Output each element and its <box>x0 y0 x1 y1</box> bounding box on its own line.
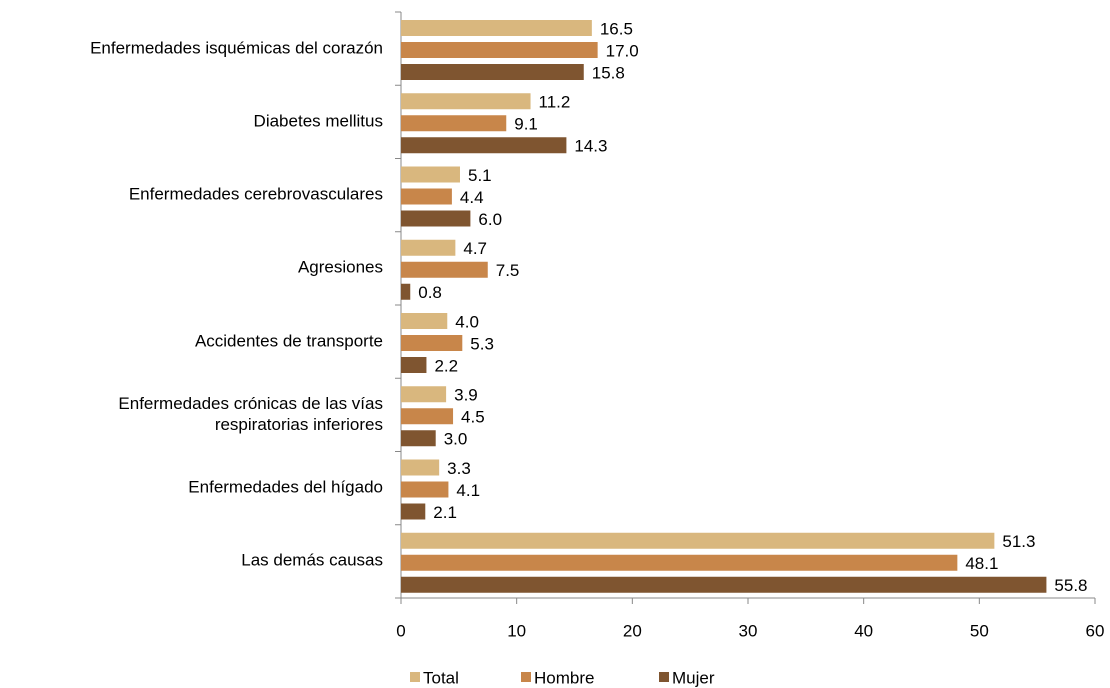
bar <box>401 283 411 300</box>
bar <box>401 408 454 425</box>
bar <box>401 576 1047 593</box>
value-label: 55.8 <box>1054 576 1087 595</box>
bar <box>401 357 427 373</box>
bar <box>401 137 567 154</box>
bar <box>401 503 426 520</box>
bar <box>401 188 452 205</box>
category-label: Enfermedades cerebrovasculares <box>128 184 383 204</box>
value-label: 3.9 <box>454 386 478 405</box>
value-label: 2.2 <box>434 356 458 375</box>
legend-label: Hombre <box>534 668 594 687</box>
value-label: 5.3 <box>470 334 494 353</box>
value-label: 0.8 <box>418 283 442 302</box>
bar <box>401 20 592 36</box>
category-label: Enfermedades crónicas de las vías respir… <box>118 393 383 434</box>
value-label: 15.8 <box>592 63 625 82</box>
bar <box>401 335 463 351</box>
bar <box>401 313 448 329</box>
category-label: Enfermedades isquémicas del corazón <box>90 38 383 58</box>
category-label: Enfermedades del hígado <box>188 477 383 497</box>
bar <box>401 239 456 256</box>
bar <box>401 554 958 571</box>
legend-swatch <box>410 672 420 682</box>
value-label: 4.1 <box>456 481 480 500</box>
legend-label: Mujer <box>672 668 715 687</box>
bar <box>401 532 995 549</box>
bar <box>401 115 507 132</box>
bar <box>401 210 471 227</box>
bar <box>401 430 436 447</box>
value-label: 3.3 <box>447 459 471 478</box>
legend-swatch <box>521 672 531 682</box>
bar <box>401 64 584 80</box>
x-tick-label: 0 <box>396 621 405 640</box>
value-label: 14.3 <box>574 137 607 156</box>
bar <box>401 261 488 278</box>
x-tick-label: 30 <box>739 621 758 640</box>
value-label: 51.3 <box>1002 532 1035 551</box>
value-label: 3.0 <box>444 430 468 449</box>
x-tick-label: 10 <box>507 621 526 640</box>
category-label: Diabetes mellitus <box>253 111 383 131</box>
value-label: 2.1 <box>433 503 457 522</box>
bar <box>401 459 440 476</box>
x-tick-label: 60 <box>1086 621 1105 640</box>
category-label: Agresiones <box>297 257 383 277</box>
value-label: 17.0 <box>606 41 639 60</box>
value-label: 4.4 <box>460 188 484 207</box>
value-label: 48.1 <box>965 554 998 573</box>
value-label: 4.7 <box>463 239 487 258</box>
value-label: 6.0 <box>478 210 502 229</box>
value-label: 4.0 <box>455 312 479 331</box>
value-label: 4.5 <box>461 408 485 427</box>
category-label: Las demás causas <box>241 550 383 570</box>
bar <box>401 481 449 498</box>
value-label: 7.5 <box>496 261 520 280</box>
bar <box>401 93 531 110</box>
value-label: 5.1 <box>468 166 492 185</box>
value-label: 9.1 <box>514 115 538 134</box>
x-tick-label: 20 <box>623 621 642 640</box>
x-tick-label: 50 <box>970 621 989 640</box>
bar <box>401 386 447 403</box>
value-label: 16.5 <box>600 19 633 38</box>
legend-swatch <box>659 672 669 682</box>
category-label: Accidentes de transporte <box>194 331 383 351</box>
bar <box>401 166 460 183</box>
legend-label: Total <box>423 668 459 687</box>
x-tick-label: 40 <box>854 621 873 640</box>
value-label: 11.2 <box>539 93 571 112</box>
bar <box>401 42 598 58</box>
